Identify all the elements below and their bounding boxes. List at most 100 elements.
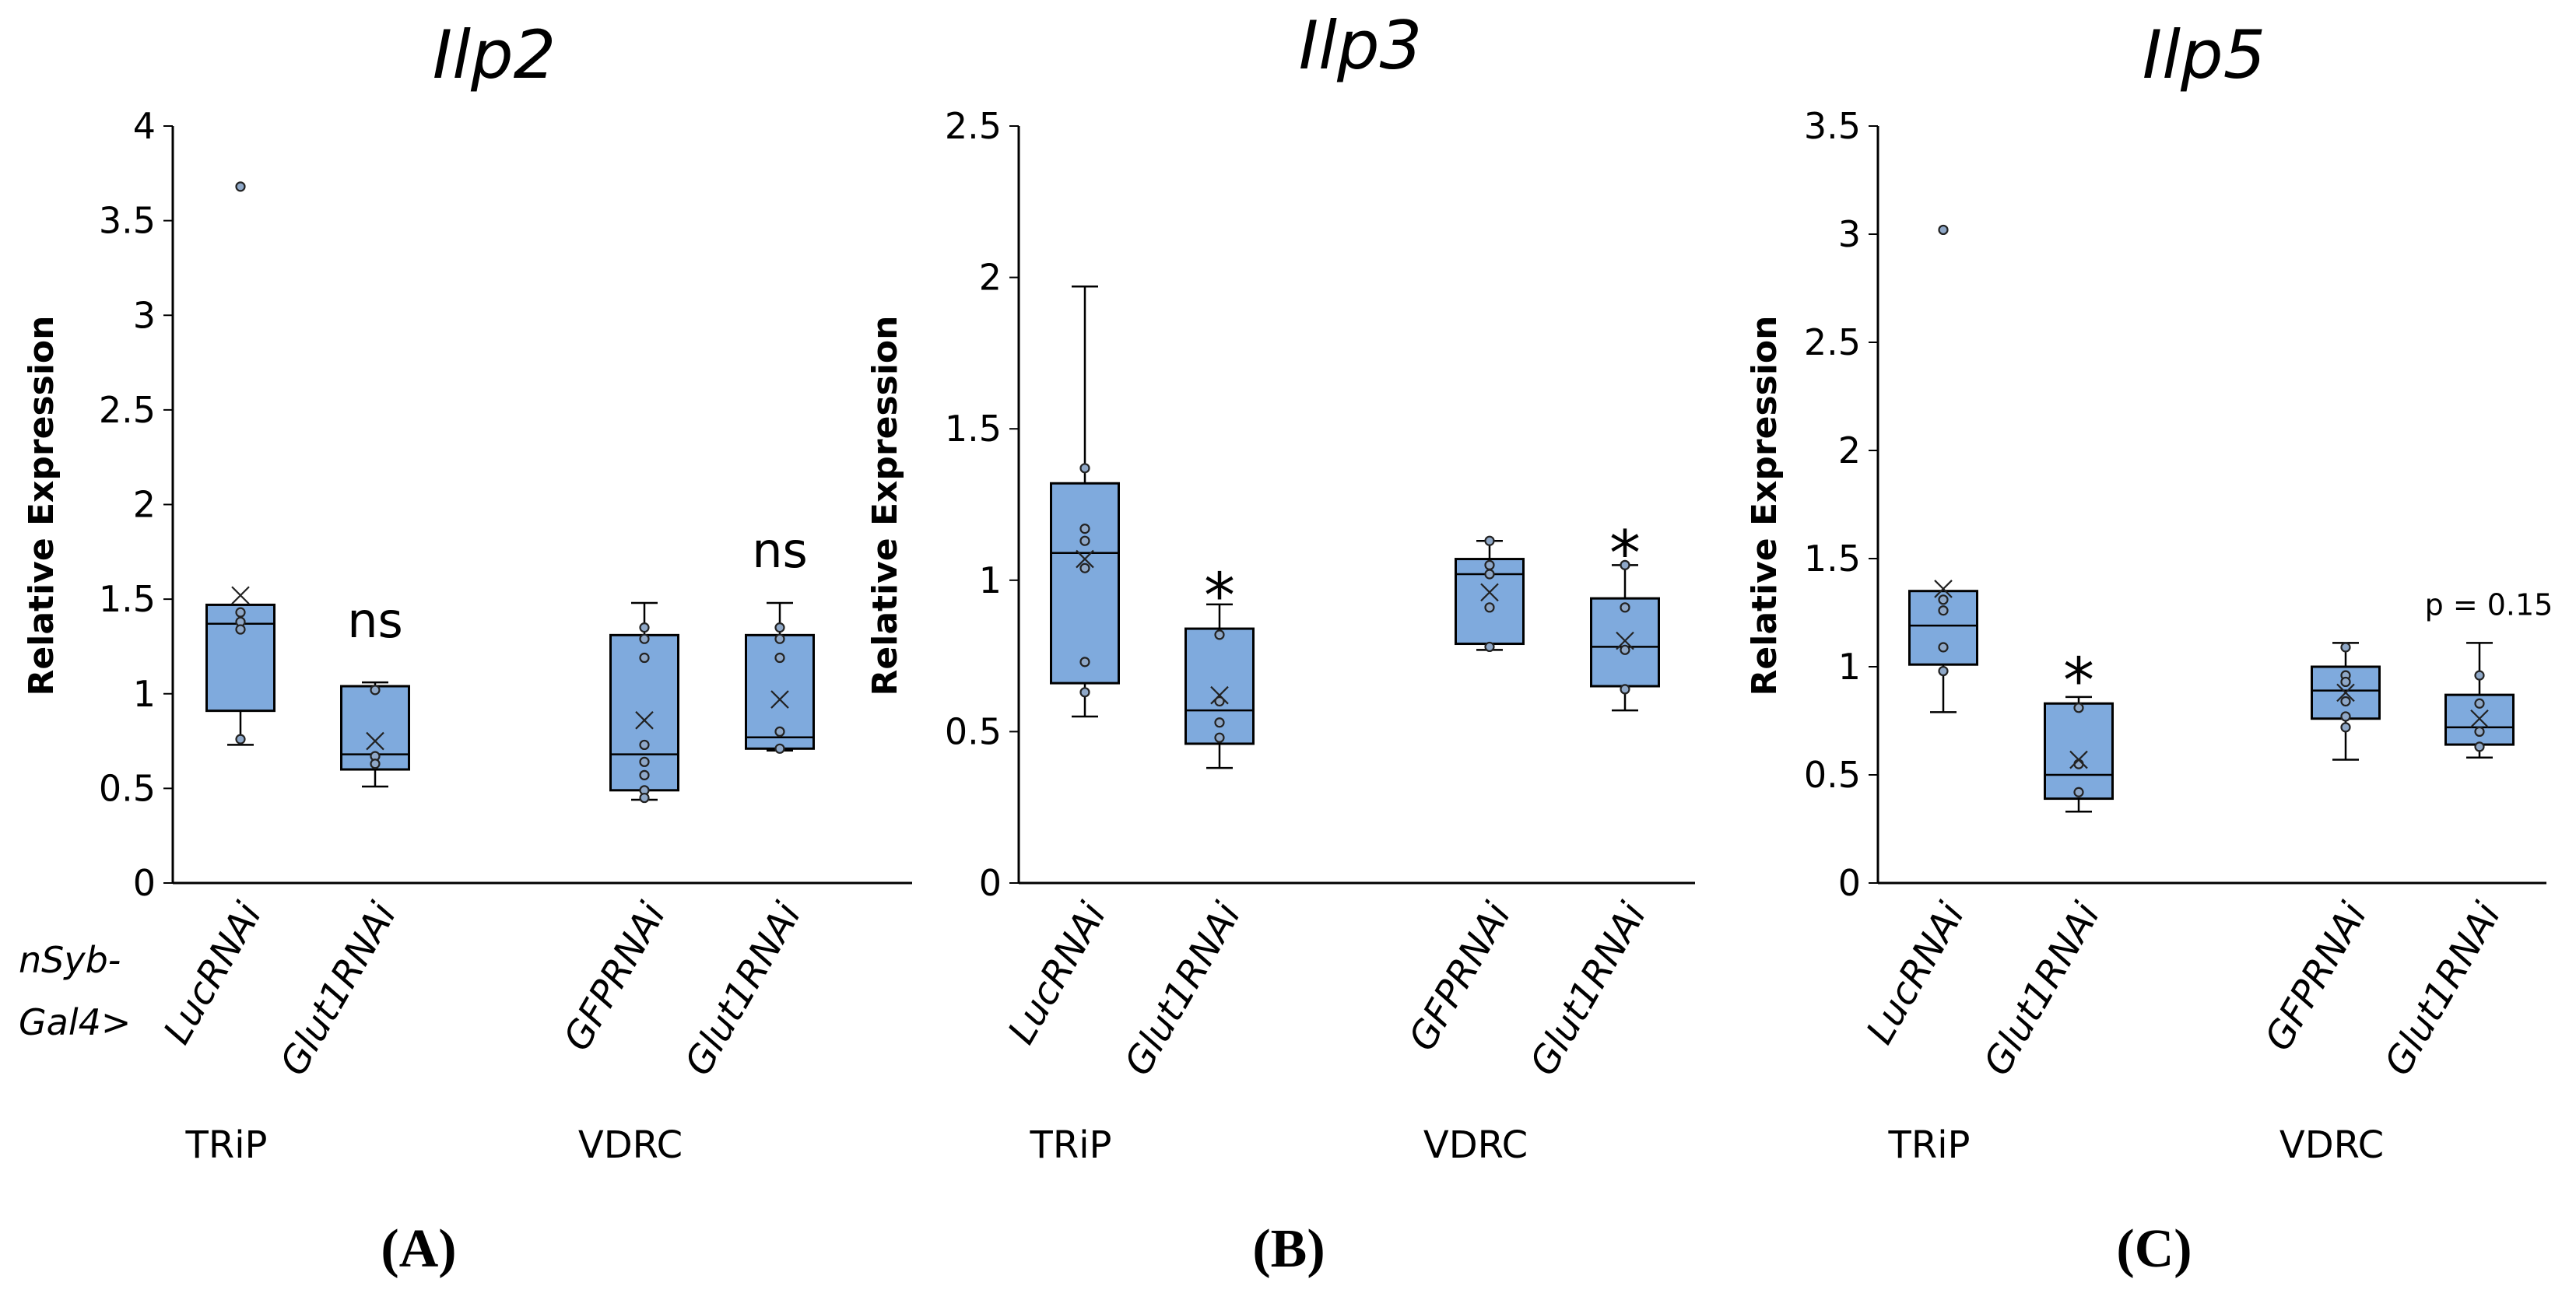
data-point xyxy=(235,734,246,745)
data-point xyxy=(2073,759,2084,769)
panel-label: (A) xyxy=(381,1219,456,1279)
significance-annotation: ns xyxy=(347,592,403,649)
box-1: LucRNAi xyxy=(1858,224,1978,1051)
data-point xyxy=(1079,562,1090,573)
x-category-label: Glut1RNAi xyxy=(1975,895,2109,1082)
box-2: ns Glut1RNAi xyxy=(272,592,410,1083)
data-point xyxy=(1214,629,1225,640)
group-label: VDRC xyxy=(578,1123,683,1167)
data-point xyxy=(1938,224,1949,236)
data-point xyxy=(1079,524,1090,534)
x-category-label: GFPRNAi xyxy=(1400,895,1519,1058)
y-tick-label: 2.5 xyxy=(945,105,1002,147)
data-point xyxy=(1620,559,1630,570)
box-2: * Glut1RNAi xyxy=(1975,645,2114,1083)
data-point xyxy=(2073,703,2084,713)
group-label: VDRC xyxy=(1423,1123,1528,1167)
mean-marker xyxy=(1934,580,1953,598)
data-point xyxy=(774,622,785,633)
data-point xyxy=(1938,594,1949,605)
y-tick-label: 0 xyxy=(1838,862,1861,904)
data-point xyxy=(774,633,785,644)
data-point xyxy=(1079,463,1090,474)
mean-marker xyxy=(635,711,654,730)
box-iqr xyxy=(205,603,275,713)
data-point xyxy=(2474,698,2485,709)
data-point xyxy=(2474,726,2485,738)
significance-annotation: ns xyxy=(752,522,808,579)
box-iqr xyxy=(2044,702,2114,801)
data-point xyxy=(774,743,785,754)
data-point xyxy=(639,739,650,751)
y-tick-label: 3.5 xyxy=(99,200,156,242)
data-point xyxy=(2340,711,2351,722)
box-iqr xyxy=(1050,482,1120,685)
x-category-label: GFPRNAi xyxy=(555,895,674,1058)
data-point xyxy=(774,652,785,664)
group-label: TRiP xyxy=(185,1123,268,1167)
data-point xyxy=(2073,787,2084,797)
y-tick-label: 2 xyxy=(1838,429,1861,471)
y-tick-label: 3.5 xyxy=(1804,105,1861,147)
y-tick-label: 3 xyxy=(1838,213,1861,255)
x-category-label: Glut1RNAi xyxy=(272,895,405,1082)
data-point xyxy=(2340,696,2351,707)
data-point xyxy=(1484,535,1495,546)
box-3: GFPRNAi xyxy=(2256,642,2381,1058)
data-point xyxy=(2474,741,2485,752)
mean-marker xyxy=(2069,750,2088,769)
data-point xyxy=(1938,642,1949,653)
panel-label: (C) xyxy=(2116,1219,2192,1279)
data-point xyxy=(2340,642,2351,653)
mean-marker xyxy=(366,731,384,751)
data-point xyxy=(370,759,381,769)
significance-annotation: p = 0.15 xyxy=(2425,587,2553,622)
y-tick-label: 1.5 xyxy=(945,408,1002,450)
y-tick-label: 2.5 xyxy=(99,389,156,431)
data-point xyxy=(235,607,246,618)
x-category-label: Glut1RNAi xyxy=(2376,895,2510,1082)
data-point xyxy=(639,792,650,804)
box-3: GFPRNAi xyxy=(555,601,679,1058)
box-4: ns Glut1RNAi xyxy=(676,522,815,1083)
data-point xyxy=(639,756,650,767)
panel-a: Ilp2 Relative Expression 0 0.5 1 1.5 2 2.5 3 3.5 4… xyxy=(22,16,912,1279)
x-category-label: Glut1RNAi xyxy=(1521,895,1655,1082)
y-tick-label: 0 xyxy=(979,862,1002,904)
y-tick-label: 0.5 xyxy=(99,767,156,809)
data-point xyxy=(2474,670,2485,681)
mean-marker xyxy=(1616,631,1634,650)
group-label: TRiP xyxy=(1888,1123,1971,1167)
y-tick-label: 1.5 xyxy=(99,578,156,620)
data-point xyxy=(1214,732,1225,743)
y-tick-label: 0.5 xyxy=(945,710,1002,752)
box-4: p = 0.15 Glut1RNAi xyxy=(2376,587,2553,1083)
data-point xyxy=(1620,644,1630,655)
y-tick-label: 2.5 xyxy=(1804,321,1861,363)
y-tick-label: 0.5 xyxy=(1804,754,1861,796)
box-iqr xyxy=(1590,597,1660,688)
data-point xyxy=(639,622,650,633)
data-point xyxy=(1484,559,1495,570)
data-point xyxy=(1214,717,1225,728)
group-label: VDRC xyxy=(2279,1123,2384,1167)
mean-marker xyxy=(770,690,789,709)
y-tick-label: 2 xyxy=(979,257,1002,299)
y-axis-label: Relative Expression xyxy=(1745,316,1785,696)
mean-marker xyxy=(1210,685,1229,705)
data-point xyxy=(1214,696,1225,707)
panel-b: Ilp3 Relative Expression 0 0.5 1 1.5 2 2.5 LucRN… xyxy=(865,7,1695,1279)
mean-marker xyxy=(1076,549,1094,569)
x-category-label: Glut1RNAi xyxy=(676,895,810,1082)
y-tick-label: 2 xyxy=(133,484,156,526)
y-tick-label: 1.5 xyxy=(1804,538,1861,580)
mean-marker xyxy=(2336,683,2355,703)
x-category-label: LucRNAi xyxy=(1858,895,1973,1051)
data-point xyxy=(639,633,650,644)
y-axis-label: Relative Expression xyxy=(22,316,61,696)
box-4: * Glut1RNAi xyxy=(1521,517,1660,1083)
chart-title: Ilp2 xyxy=(433,16,556,94)
panel-label: (B) xyxy=(1252,1219,1325,1279)
data-point xyxy=(1620,684,1630,695)
